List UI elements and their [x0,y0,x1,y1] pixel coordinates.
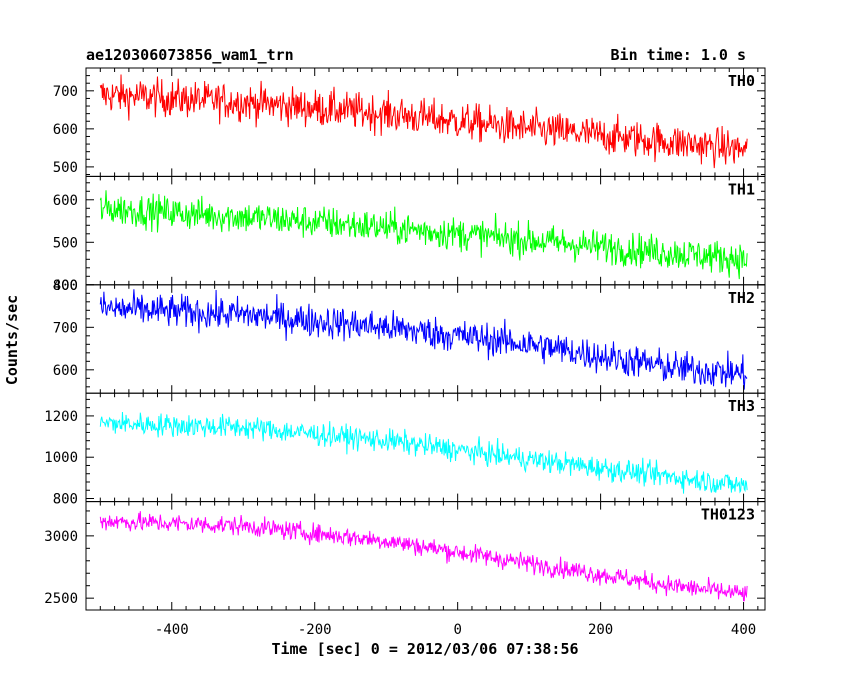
series-line-th1 [99,190,748,280]
y-tick-label: 800 [53,278,78,294]
panels-group: 500 600 700 TH0 400 500 600 TH1 600 700 800 TH2 800 1… [44,67,766,611]
x-tick-label: -200 [298,622,332,638]
series-line-th3 [99,411,748,494]
series-line-th0123 [99,511,748,602]
chart-title: ae120306073856_wam1_trn [86,46,294,64]
panel-th0: 500 600 700 TH0 [53,67,766,177]
y-tick-label: 1000 [44,450,78,466]
panel-label-th0: TH0 [728,72,755,90]
y-tick-label: 500 [53,160,78,176]
y-tick-label: 700 [53,84,78,100]
y-tick-label: 400 [53,278,78,294]
y-tick-label: 600 [53,363,78,379]
panel-label-th2: TH2 [728,289,755,307]
panel-frame [85,501,766,611]
y-tick-label: 700 [53,320,78,336]
panel-frame [85,67,766,177]
y-tick-label: 3000 [44,529,78,545]
chart-subtitle: Bin time: 1.0 s [611,46,746,64]
y-tick-label: 800 [53,492,78,508]
y-tick-label: 2500 [44,591,78,607]
x-tick-label: 0 [453,622,461,638]
y-tick-label: 600 [53,193,78,209]
panel-label-th1: TH1 [728,180,755,198]
panel-th1: 400 500 600 TH1 [53,175,766,294]
series-line-th0 [99,74,748,169]
panel-th0123: 2500 3000 TH0123 [44,501,766,611]
x-tick-label: 200 [588,622,613,638]
x-axis: -400 -200 0 200 400 [155,622,756,638]
series-line-th2 [99,289,748,390]
y-axis-label: Counts/sec [3,295,21,385]
y-tick-label: 500 [53,235,78,251]
panel-label-th3: TH3 [728,397,755,415]
panel-th2: 600 700 800 TH2 [53,278,766,394]
panel-label-th0123: TH0123 [701,506,755,524]
y-tick-label: 600 [53,122,78,138]
x-tick-label: 400 [731,622,756,638]
y-tick-label: 1200 [44,409,78,425]
panel-th3: 800 1000 1200 TH3 [44,392,766,508]
x-tick-label: -400 [155,622,189,638]
x-axis-label: Time [sec] 0 = 2012/03/06 07:38:56 [271,640,578,658]
